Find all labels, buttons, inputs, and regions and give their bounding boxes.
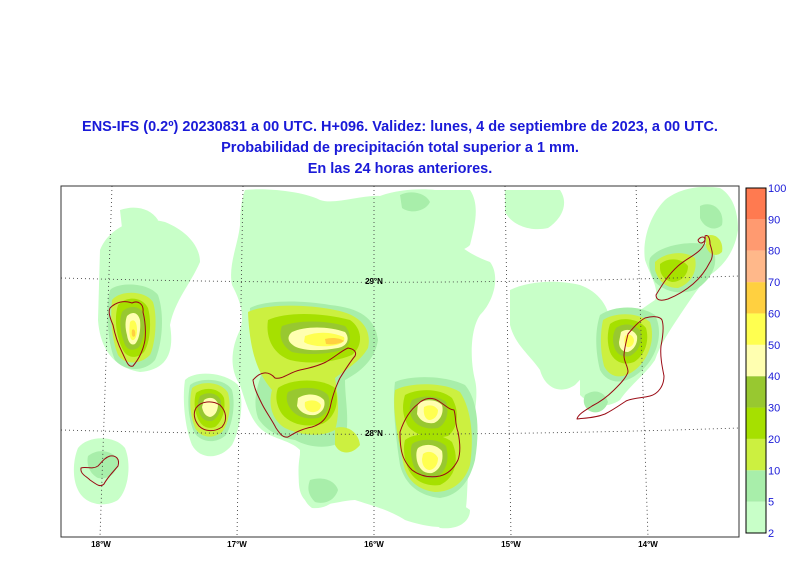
latitude-labels: 29°N 28°N [365, 277, 383, 438]
probability-fields [73, 186, 738, 529]
map-title-line-1: ENS-IFS (0.2º) 20230831 a 00 UTC. H+096.… [82, 119, 718, 135]
colorbar-label: 30 [768, 403, 780, 415]
colorbar-swatch [746, 344, 766, 377]
colorbar-label: 5 [768, 497, 774, 509]
colorbar-label: 2 [768, 528, 774, 540]
colorbar-label: 80 [768, 246, 780, 258]
colorbar-swatch [746, 438, 766, 471]
colorbar-label: 40 [768, 371, 780, 383]
longitude-labels: 18°W 17°W 16°W 15°W 14°W [91, 540, 658, 549]
lat-label-29n: 29°N [365, 277, 383, 286]
colorbar-swatch [746, 407, 766, 439]
colorbar: 2 5 10 20 30 40 50 60 70 80 90 100 [745, 183, 786, 540]
colorbar-label: 20 [768, 434, 780, 446]
colorbar-label: 50 [768, 340, 780, 352]
lon-label-18w: 18°W [91, 540, 111, 549]
colorbar-swatch [746, 250, 766, 283]
lon-label-14w: 14°W [638, 540, 658, 549]
graticule [60, 185, 740, 538]
map-frame-border [60, 185, 740, 538]
map-title-line-3: En las 24 horas anteriores. [307, 161, 493, 177]
map-title-line-2: Probabilidad de precipitación total supe… [221, 140, 579, 156]
lat-label-28n: 28°N [365, 429, 383, 438]
colorbar-swatch [746, 470, 766, 502]
lon-label-15w: 15°W [501, 540, 521, 549]
colorbar-label: 70 [768, 277, 780, 289]
colorbar-swatch [746, 313, 766, 345]
lon-label-17w: 17°W [227, 540, 247, 549]
colorbar-swatch [746, 219, 766, 251]
coastlines [80, 235, 713, 487]
colorbar-swatch [746, 188, 766, 220]
field-60pct [131, 329, 344, 345]
colorbar-label: 90 [768, 214, 780, 226]
colorbar-label: 100 [768, 183, 786, 195]
colorbar-border [745, 187, 767, 534]
colorbar-labels: 2 5 10 20 30 40 50 60 70 80 90 100 [768, 183, 786, 540]
colorbar-swatch [746, 376, 766, 408]
colorbar-label: 60 [768, 308, 780, 320]
lon-label-16w: 16°W [364, 540, 384, 549]
colorbar-swatch [746, 501, 766, 533]
colorbar-swatches [746, 188, 766, 533]
colorbar-swatch [746, 282, 766, 314]
colorbar-label: 10 [768, 465, 780, 477]
